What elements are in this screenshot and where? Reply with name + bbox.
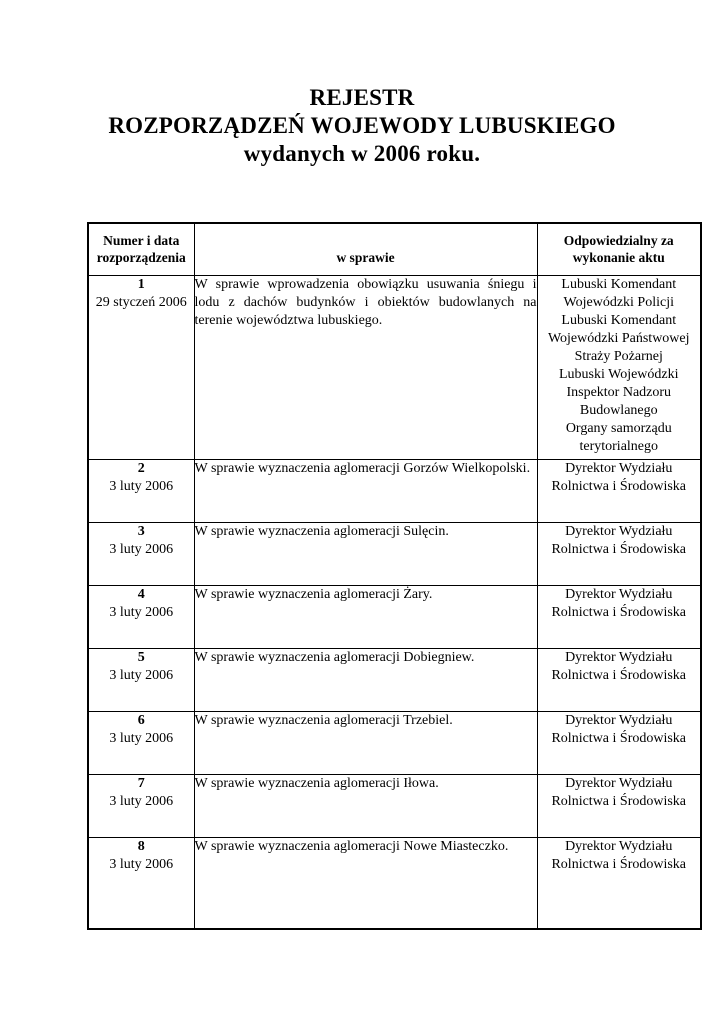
- cell-responsible: Dyrektor Wydziału Rolnictwa i Środowiska: [536, 836, 702, 930]
- cell-subject: W sprawie wprowadzenia obowiązku usuwani…: [193, 274, 538, 460]
- cell-responsible: Dyrektor Wydziału Rolnictwa i Środowiska: [536, 521, 702, 586]
- cell-subject: W sprawie wyznaczenia aglomeracji Gorzów…: [193, 458, 538, 523]
- table-row: 3 3 luty 2006 W sprawie wyznaczenia aglo…: [87, 521, 702, 586]
- cell-subject: W sprawie wyznaczenia aglomeracji Sulęci…: [193, 521, 538, 586]
- cell-responsible: Dyrektor Wydziału Rolnictwa i Środowiska: [536, 458, 702, 523]
- regulation-date: 3 luty 2006: [109, 667, 174, 683]
- cell-number-date: 2 3 luty 2006: [87, 458, 195, 523]
- regulations-register-table: Numer i data rozporządzenia w sprawie Od…: [87, 222, 702, 930]
- cell-number-date: 6 3 luty 2006: [87, 710, 195, 775]
- cell-responsible: Dyrektor Wydziału Rolnictwa i Środowiska: [536, 647, 702, 712]
- regulation-number: 2: [137, 460, 145, 476]
- column-header-number-date: Numer i data rozporządzenia: [87, 222, 195, 276]
- cell-responsible: Lubuski Komendant Wojewódzki Policji Lub…: [536, 274, 702, 460]
- title-line-2: ROZPORZĄDZEŃ WOJEWODY LUBUSKIEGO: [108, 113, 616, 138]
- regulation-number: 1: [137, 276, 145, 292]
- table-row: 8 3 luty 2006 W sprawie wyznaczenia aglo…: [87, 836, 702, 930]
- table-row: 7 3 luty 2006 W sprawie wyznaczenia aglo…: [87, 773, 702, 838]
- table-row: 5 3 luty 2006 W sprawie wyznaczenia aglo…: [87, 647, 702, 712]
- table-header-row: Numer i data rozporządzenia w sprawie Od…: [87, 222, 702, 276]
- cell-number-date: 3 3 luty 2006: [87, 521, 195, 586]
- table-row: 6 3 luty 2006 W sprawie wyznaczenia aglo…: [87, 710, 702, 775]
- cell-responsible: Dyrektor Wydziału Rolnictwa i Środowiska: [536, 773, 702, 838]
- regulation-date: 3 luty 2006: [109, 478, 174, 494]
- regulation-number: 8: [137, 838, 145, 854]
- cell-subject: W sprawie wyznaczenia aglomeracji Dobieg…: [193, 647, 538, 712]
- table-row: 4 3 luty 2006 W sprawie wyznaczenia aglo…: [87, 584, 702, 649]
- regulation-date: 3 luty 2006: [109, 793, 174, 809]
- cell-responsible: Dyrektor Wydziału Rolnictwa i Środowiska: [536, 710, 702, 775]
- regulation-date: 3 luty 2006: [109, 856, 174, 872]
- regulation-number: 4: [137, 586, 145, 602]
- regulation-number: 5: [137, 649, 145, 665]
- regulation-date: 3 luty 2006: [109, 604, 174, 620]
- column-header-responsible: Odpowiedzialny za wykonanie aktu: [536, 222, 702, 276]
- cell-subject: W sprawie wyznaczenia aglomeracji Iłowa.: [193, 773, 538, 838]
- cell-subject: W sprawie wyznaczenia aglomeracji Nowe M…: [193, 836, 538, 930]
- table-row: 1 29 styczeń 2006 W sprawie wprowadzenia…: [87, 274, 702, 460]
- title-line-1: REJESTR: [309, 85, 415, 110]
- cell-number-date: 1 29 styczeń 2006: [87, 274, 195, 460]
- regulation-number: 7: [137, 775, 145, 791]
- table-row: 2 3 luty 2006 W sprawie wyznaczenia aglo…: [87, 458, 702, 523]
- regulation-date: 3 luty 2006: [109, 541, 174, 557]
- cell-subject: W sprawie wyznaczenia aglomeracji Trzebi…: [193, 710, 538, 775]
- column-header-subject: w sprawie: [193, 222, 538, 276]
- cell-number-date: 7 3 luty 2006: [87, 773, 195, 838]
- cell-number-date: 8 3 luty 2006: [87, 836, 195, 930]
- cell-responsible: Dyrektor Wydziału Rolnictwa i Środowiska: [536, 584, 702, 649]
- cell-number-date: 5 3 luty 2006: [87, 647, 195, 712]
- cell-number-date: 4 3 luty 2006: [87, 584, 195, 649]
- title-line-3: wydanych w 2006 roku.: [243, 141, 481, 166]
- regulation-number: 3: [137, 523, 145, 539]
- regulation-date: 3 luty 2006: [109, 730, 174, 746]
- document-title: REJESTR ROZPORZĄDZEŃ WOJEWODY LUBUSKIEGO…: [0, 84, 724, 168]
- cell-subject: W sprawie wyznaczenia aglomeracji Żary.: [193, 584, 538, 649]
- regulation-date: 29 styczeń 2006: [95, 294, 187, 310]
- regulation-number: 6: [137, 712, 145, 728]
